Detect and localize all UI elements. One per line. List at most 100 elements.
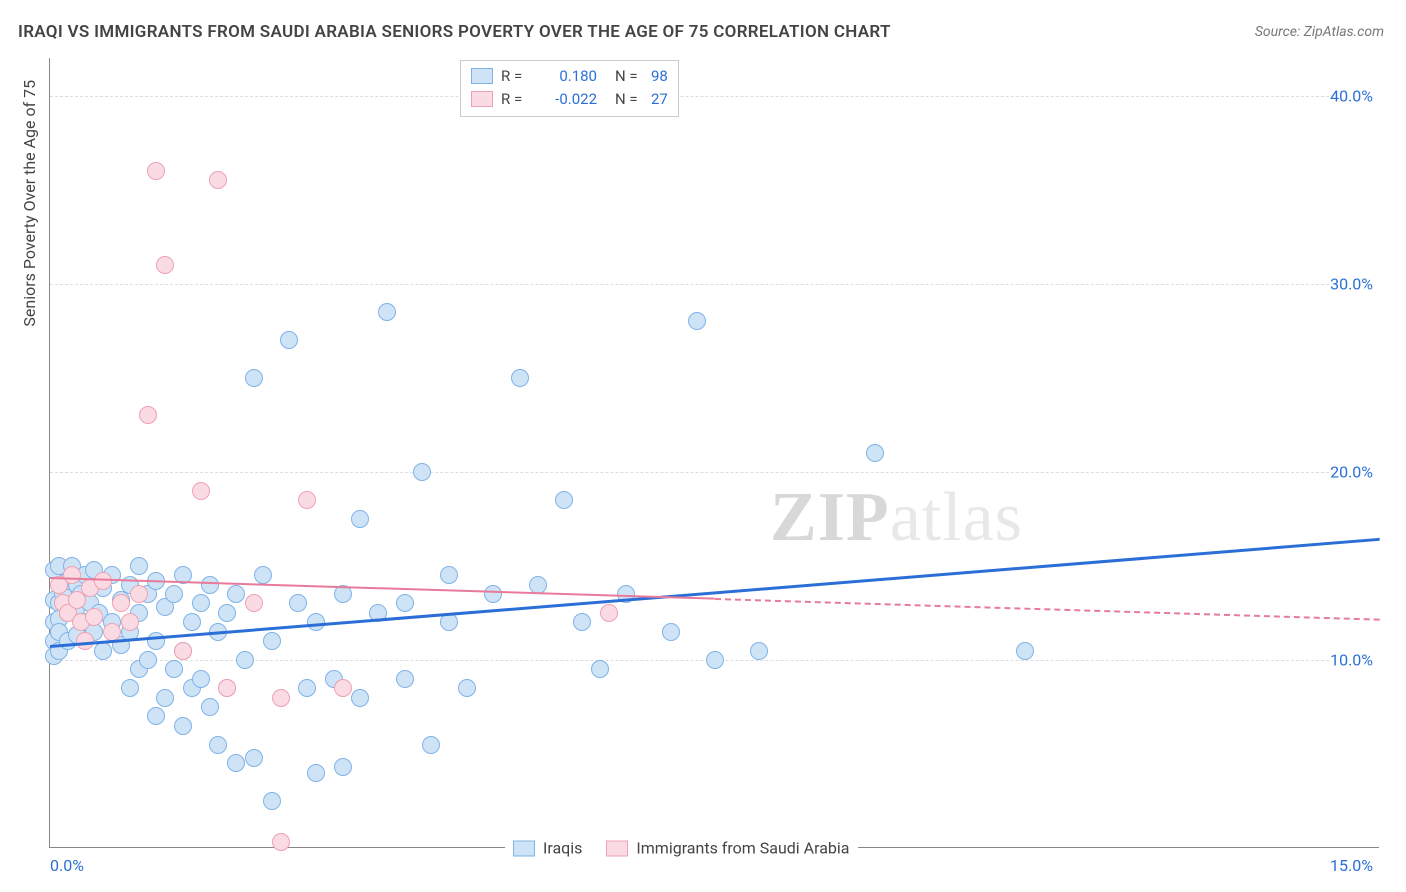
- n-value: 98: [651, 65, 668, 88]
- data-point: [573, 613, 591, 631]
- data-point: [227, 754, 245, 772]
- data-point: [147, 707, 165, 725]
- trend-line: [50, 538, 1380, 648]
- data-point: [591, 660, 609, 678]
- data-point: [165, 660, 183, 678]
- data-point: [272, 689, 290, 707]
- y-tick-label: 10.0%: [1330, 650, 1381, 669]
- data-point: [245, 749, 263, 767]
- data-point: [183, 613, 201, 631]
- watermark: ZIPatlas: [770, 478, 1023, 558]
- legend-swatch: [471, 91, 493, 107]
- data-point: [147, 632, 165, 650]
- n-value: 27: [651, 88, 668, 111]
- data-point: [600, 604, 618, 622]
- n-label: N =: [615, 88, 643, 111]
- data-point: [396, 594, 414, 612]
- data-point: [866, 444, 884, 462]
- trend-line: [715, 598, 1380, 621]
- data-point: [511, 369, 529, 387]
- data-point: [298, 679, 316, 697]
- data-point: [174, 642, 192, 660]
- data-point: [192, 482, 210, 500]
- y-axis-label: Seniors Poverty Over the Age of 75: [20, 80, 39, 327]
- data-point: [130, 585, 148, 603]
- data-point: [351, 510, 369, 528]
- data-point: [245, 369, 263, 387]
- data-point: [555, 491, 573, 509]
- data-point: [440, 566, 458, 584]
- data-point: [1016, 642, 1034, 660]
- data-point: [263, 632, 281, 650]
- data-point: [272, 833, 290, 851]
- data-point: [174, 717, 192, 735]
- grid-line: [50, 284, 1379, 285]
- legend-label: Iraqis: [543, 839, 582, 858]
- data-point: [130, 557, 148, 575]
- r-value: 0.180: [537, 65, 597, 88]
- legend-item: Immigrants from Saudi Arabia: [606, 839, 849, 858]
- data-point: [103, 623, 121, 641]
- data-point: [662, 623, 680, 641]
- data-point: [209, 171, 227, 189]
- data-point: [280, 331, 298, 349]
- r-value: -0.022: [537, 88, 597, 111]
- data-point: [289, 594, 307, 612]
- legend-swatch: [606, 840, 628, 856]
- data-point: [192, 594, 210, 612]
- data-point: [192, 670, 210, 688]
- data-point: [112, 594, 130, 612]
- stats-row: R = 0.180 N = 98: [471, 65, 668, 88]
- grid-line: [50, 472, 1379, 473]
- grid-line: [50, 96, 1379, 97]
- r-label: R =: [501, 88, 529, 111]
- data-point: [209, 736, 227, 754]
- data-point: [263, 792, 281, 810]
- data-point: [218, 679, 236, 697]
- data-point: [413, 463, 431, 481]
- data-point: [254, 566, 272, 584]
- data-point: [706, 651, 724, 669]
- data-point: [121, 679, 139, 697]
- data-point: [378, 303, 396, 321]
- data-point: [156, 689, 174, 707]
- data-point: [334, 679, 352, 697]
- chart-title: IRAQI VS IMMIGRANTS FROM SAUDI ARABIA SE…: [18, 22, 891, 42]
- data-point: [750, 642, 768, 660]
- data-point: [165, 585, 183, 603]
- data-point: [334, 758, 352, 776]
- data-point: [63, 566, 81, 584]
- r-label: R =: [501, 65, 529, 88]
- data-point: [94, 572, 112, 590]
- y-tick-label: 30.0%: [1330, 274, 1381, 293]
- y-tick-label: 20.0%: [1330, 462, 1381, 481]
- data-point: [351, 689, 369, 707]
- y-tick-label: 40.0%: [1330, 86, 1381, 105]
- data-point: [245, 594, 263, 612]
- x-tick-label: 15.0%: [1330, 856, 1373, 875]
- series-legend: Iraqis Immigrants from Saudi Arabia: [505, 839, 858, 858]
- data-point: [458, 679, 476, 697]
- data-point: [201, 576, 219, 594]
- legend-label: Immigrants from Saudi Arabia: [636, 839, 849, 858]
- data-point: [85, 608, 103, 626]
- data-point: [529, 576, 547, 594]
- legend-swatch: [513, 840, 535, 856]
- data-point: [121, 613, 139, 631]
- data-point: [484, 585, 502, 603]
- data-point: [139, 406, 157, 424]
- data-point: [139, 651, 157, 669]
- data-point: [201, 698, 219, 716]
- data-point: [307, 764, 325, 782]
- x-tick-label: 0.0%: [50, 856, 84, 875]
- data-point: [688, 312, 706, 330]
- n-label: N =: [615, 65, 643, 88]
- stats-row: R = -0.022 N = 27: [471, 88, 668, 111]
- data-point: [218, 604, 236, 622]
- data-point: [236, 651, 254, 669]
- data-point: [422, 736, 440, 754]
- data-point: [156, 256, 174, 274]
- data-point: [147, 162, 165, 180]
- source-attribution: Source: ZipAtlas.com: [1255, 24, 1384, 40]
- data-point: [227, 585, 245, 603]
